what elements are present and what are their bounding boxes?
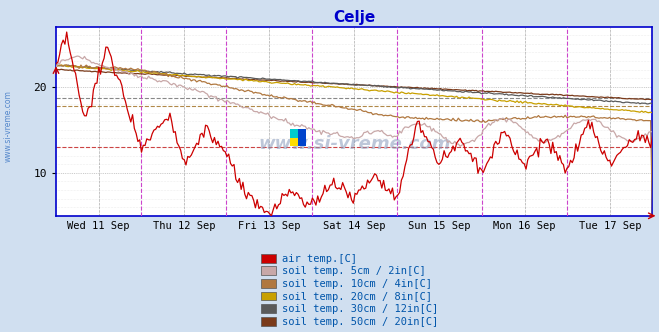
Bar	[290, 129, 298, 138]
Bar	[298, 129, 306, 146]
Bar	[290, 129, 298, 146]
Text: www.si-vreme.com: www.si-vreme.com	[3, 90, 13, 162]
Title: Celje: Celje	[333, 10, 376, 25]
Legend: air temp.[C], soil temp. 5cm / 2in[C], soil temp. 10cm / 4in[C], soil temp. 20cm: air temp.[C], soil temp. 5cm / 2in[C], s…	[261, 254, 438, 327]
Text: www.si-vreme.com: www.si-vreme.com	[258, 135, 451, 153]
